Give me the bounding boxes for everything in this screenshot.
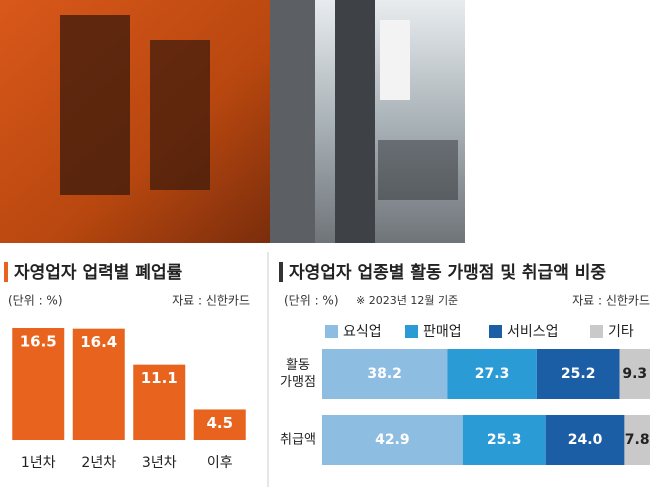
title-marker	[279, 262, 283, 282]
value-label: 16.5	[20, 332, 57, 350]
value-label: 24.0	[568, 432, 603, 448]
photo	[0, 0, 465, 243]
value-label: 25.3	[487, 432, 522, 448]
value-label: 4.5	[206, 414, 233, 432]
y-tick-label: 활동 가맹점	[280, 358, 316, 390]
source: 자료 : 신한카드	[572, 294, 650, 308]
legend-label: 판매업	[423, 324, 462, 340]
bar-segment	[322, 349, 448, 399]
legend-label: 서비스업	[507, 324, 559, 340]
legend-label: 요식업	[343, 324, 382, 340]
source: 자료 : 신한카드	[172, 294, 250, 308]
unit: (단위 : %)	[8, 294, 63, 308]
y-tick-label: 취급액	[280, 432, 316, 448]
title-marker	[4, 262, 8, 282]
value-label: 11.1	[141, 369, 178, 387]
legend-swatch	[590, 325, 603, 338]
bar-segment	[545, 415, 625, 465]
bar	[72, 328, 125, 440]
chart-title: 자영업자 업종별 활동 가맹점 및 취급액 비중	[289, 262, 606, 283]
bar	[133, 364, 186, 440]
legend-swatch	[325, 325, 338, 338]
value-label: 7.8	[625, 432, 650, 448]
legend-label: 기타	[608, 324, 634, 340]
note: ※ 2023년 12월 기준	[356, 294, 458, 307]
bar-segment	[462, 415, 546, 465]
bar-segment	[619, 349, 650, 399]
x-tick-label: 2년차	[81, 455, 116, 471]
value-label: 9.3	[622, 366, 647, 382]
value-label: 25.2	[561, 366, 596, 382]
x-tick-label: 1년차	[21, 455, 56, 471]
bar-segment	[536, 349, 620, 399]
unit: (단위 : %)	[284, 294, 339, 308]
bar-segment	[447, 349, 537, 399]
legend-swatch	[489, 325, 502, 338]
bar	[193, 409, 246, 440]
value-label: 16.4	[80, 333, 117, 351]
legend-swatch	[405, 325, 418, 338]
x-tick-label: 3년차	[142, 455, 177, 471]
bar-segment	[322, 415, 463, 465]
x-tick-label: 이후	[207, 455, 233, 471]
value-label: 27.3	[475, 366, 510, 382]
chart-title: 자영업자 업력별 폐업률	[14, 263, 183, 283]
bar	[12, 327, 65, 440]
bar-segment	[624, 415, 650, 465]
value-label: 38.2	[367, 366, 402, 382]
value-label: 42.9	[375, 432, 410, 448]
